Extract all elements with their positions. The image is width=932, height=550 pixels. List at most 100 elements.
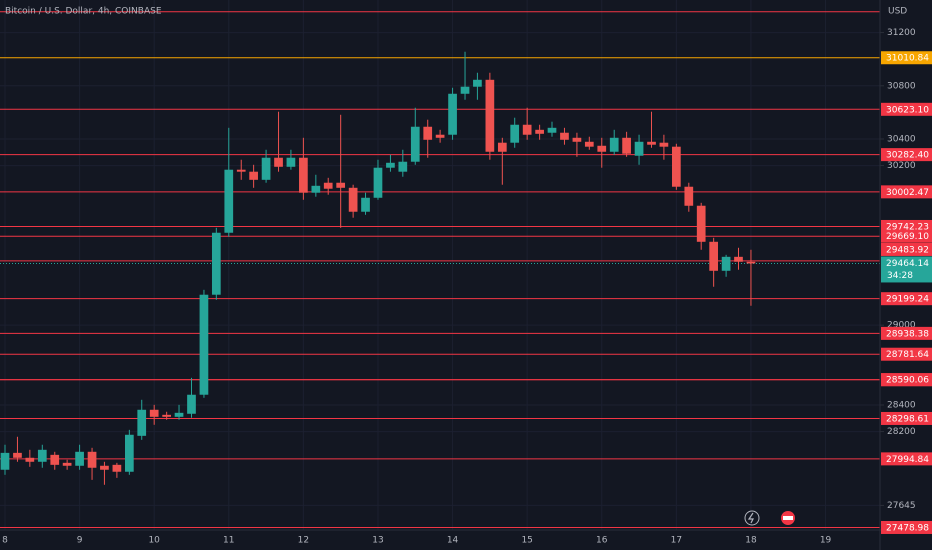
x-tick-label: 13 [372,536,383,546]
candle-body [684,186,694,206]
x-tick-label: 15 [521,536,532,546]
level-label: 30282.40 [886,151,929,161]
candle-body [87,451,97,468]
level-label: 29742.23 [886,222,929,232]
level-label-box [881,292,932,306]
candle-body [348,187,358,212]
dividend-icon-bolt [747,512,754,524]
level-label: 31010.84 [886,54,929,64]
news-icon-flag [783,516,793,520]
candle-body [336,182,346,188]
current-price-label: 29464.14 [886,259,929,269]
candle-body [435,134,445,138]
candle-body [634,141,644,156]
level-label-box [881,51,932,65]
x-tick-label: 16 [596,536,608,546]
candle-body [597,145,607,152]
y-tick-label: 30800 [887,81,916,91]
candle-body [50,454,60,465]
level-label-box [881,148,932,162]
candle-body [460,86,470,94]
countdown-label: 34:28 [887,271,913,281]
candle-body [410,126,420,162]
candle-body [137,409,147,436]
candle-body [423,126,433,140]
candle-body [112,464,122,472]
level-label: 29669.10 [886,232,929,242]
candle-body [13,452,22,458]
level-label-box [881,347,932,361]
dividend-icon[interactable] [744,510,760,526]
event-icons[interactable] [744,510,795,526]
candle-body [187,394,196,414]
level-label: 28590.06 [886,376,929,386]
x-tick-label: 18 [745,536,757,546]
level-label-box [881,326,932,340]
candle-body [224,169,234,233]
candle-body [622,137,631,154]
candle-body [211,232,221,295]
y-tick-label: 27645 [887,501,916,511]
candle-body [448,93,457,135]
axis: 31200 30800 30400 30200 29000 28400 28200 27645… [2,28,932,546]
y-tick-label: 31200 [887,28,916,38]
candle-body [485,79,495,152]
candle-body [361,197,370,212]
candle-body [124,434,134,472]
x-tick-label: 10 [148,536,160,546]
candle-body [672,146,681,187]
candle-body [25,457,35,462]
chart-title: Bitcoin / U.S. Dollar, 4h, COINBASE [5,7,162,17]
candle-body [162,414,171,417]
candle-body [609,137,619,152]
level-label: 27994.84 [886,455,929,465]
y-tick-label: 30400 [887,134,916,144]
candle-body [311,185,321,193]
candle-body [174,412,184,417]
candle-body [709,241,719,271]
x-tick-label: 8 [2,536,8,546]
y-tick-label: 29000 [887,321,916,331]
level-label-box [881,373,932,387]
candle-body [261,157,271,180]
x-tick-label: 19 [820,536,832,546]
candle-body [373,167,383,198]
candle-body [696,205,706,242]
level-label: 27478.98 [886,523,929,533]
candle-body [721,256,731,271]
level-label-box [881,102,932,116]
candle-body [473,79,482,87]
x-tick-label: 17 [671,536,682,546]
level-label: 28938.38 [886,329,929,339]
level-label: 29199.24 [886,295,929,305]
level-label: 29483.92 [886,245,929,255]
level-label-box [881,185,932,199]
candle-body [274,157,283,167]
level-label-box [881,411,932,425]
level-label: 30623.10 [886,105,929,115]
candle-body [386,162,395,168]
level-label: 30002.47 [886,188,929,198]
y-tick-label: 28200 [887,427,916,437]
x-tick-label: 9 [77,536,83,546]
level-label-box [881,520,932,534]
level-label-box [881,452,932,466]
candle-body [286,157,296,167]
candle-body [584,141,594,147]
candle-body [647,141,656,145]
y-tick-label: 28400 [887,400,916,410]
candle-body [522,124,532,135]
candle-body [572,137,582,142]
candle-body [547,127,557,133]
candle-body [100,465,109,470]
candle-body [497,142,507,152]
candle-body [37,449,47,462]
candle-body [323,182,333,189]
level-label-box [881,242,932,256]
candle-body [299,157,308,193]
candle-body [398,161,408,172]
candles [0,51,756,485]
grid [0,0,880,530]
candle-body [249,171,258,180]
